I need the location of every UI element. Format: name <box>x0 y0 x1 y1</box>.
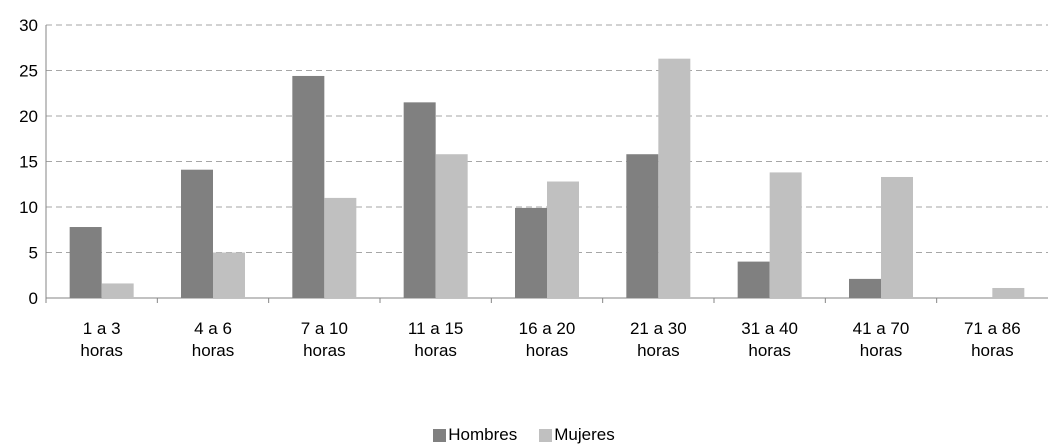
bar-mujeres <box>213 252 245 298</box>
x-tick-label: horas <box>860 341 903 360</box>
y-tick-label: 10 <box>19 198 38 217</box>
bar-hombres <box>69 227 102 298</box>
bar-hombres <box>181 169 213 298</box>
x-tick-label: horas <box>748 341 791 360</box>
x-tick-label: horas <box>971 341 1014 360</box>
x-tick-label: horas <box>526 341 569 360</box>
x-tick-label: horas <box>303 341 346 360</box>
x-tick-label: 16 a 20 <box>519 319 576 338</box>
bar-hombres <box>849 278 881 298</box>
bar-mujeres <box>658 58 691 298</box>
bar-chart: 0 5 10 15 20 25 30 1 a 3 horas 4 a 6 horas 7 a 10 ho… <box>19 16 1048 360</box>
bar-mujeres <box>324 197 357 298</box>
bar-mujeres <box>101 283 134 298</box>
bar-hombres <box>292 75 325 299</box>
bar-hombres <box>737 261 770 298</box>
bar-hombres <box>403 102 436 298</box>
x-tick-label: horas <box>637 341 680 360</box>
x-tick-label: horas <box>192 341 235 360</box>
bar-mujeres <box>769 172 802 298</box>
legend-label-mujeres: Mujeres <box>554 425 615 444</box>
x-tick-label: 31 a 40 <box>741 319 798 338</box>
y-tick-label: 5 <box>29 244 38 263</box>
legend-item-hombres: Hombres <box>433 425 517 445</box>
legend-label-hombres: Hombres <box>448 425 518 444</box>
x-tick-label: 7 a 10 <box>301 319 348 338</box>
x-tick-label: 21 a 30 <box>630 319 687 338</box>
x-tick-label: 41 a 70 <box>853 319 910 338</box>
x-tick-label: 11 a 15 <box>408 319 463 338</box>
bar-hombres <box>626 154 659 298</box>
y-tick-label: 20 <box>19 107 38 126</box>
bar-hombres <box>515 207 547 298</box>
y-tick-label: 0 <box>29 289 38 308</box>
bar-mujeres <box>547 181 579 298</box>
bar-mujeres <box>435 154 468 298</box>
y-tick-label: 15 <box>19 153 38 172</box>
legend-swatch-mujeres <box>539 428 553 442</box>
x-tick-label: 71 a 86 <box>964 319 1021 338</box>
legend: Hombres Mujeres <box>0 425 1048 445</box>
x-tick-label: horas <box>80 341 123 360</box>
y-tick-label: 30 <box>19 16 38 35</box>
x-tick-label: 4 a 6 <box>194 319 232 338</box>
bar-mujeres <box>881 176 913 298</box>
legend-swatch-hombres <box>433 428 447 442</box>
bar-mujeres <box>992 287 1025 298</box>
x-tick-label: horas <box>414 341 457 360</box>
legend-item-mujeres: Mujeres <box>539 425 615 445</box>
x-tick-label: 1 a 3 <box>83 319 121 338</box>
y-tick-label: 25 <box>19 62 38 81</box>
